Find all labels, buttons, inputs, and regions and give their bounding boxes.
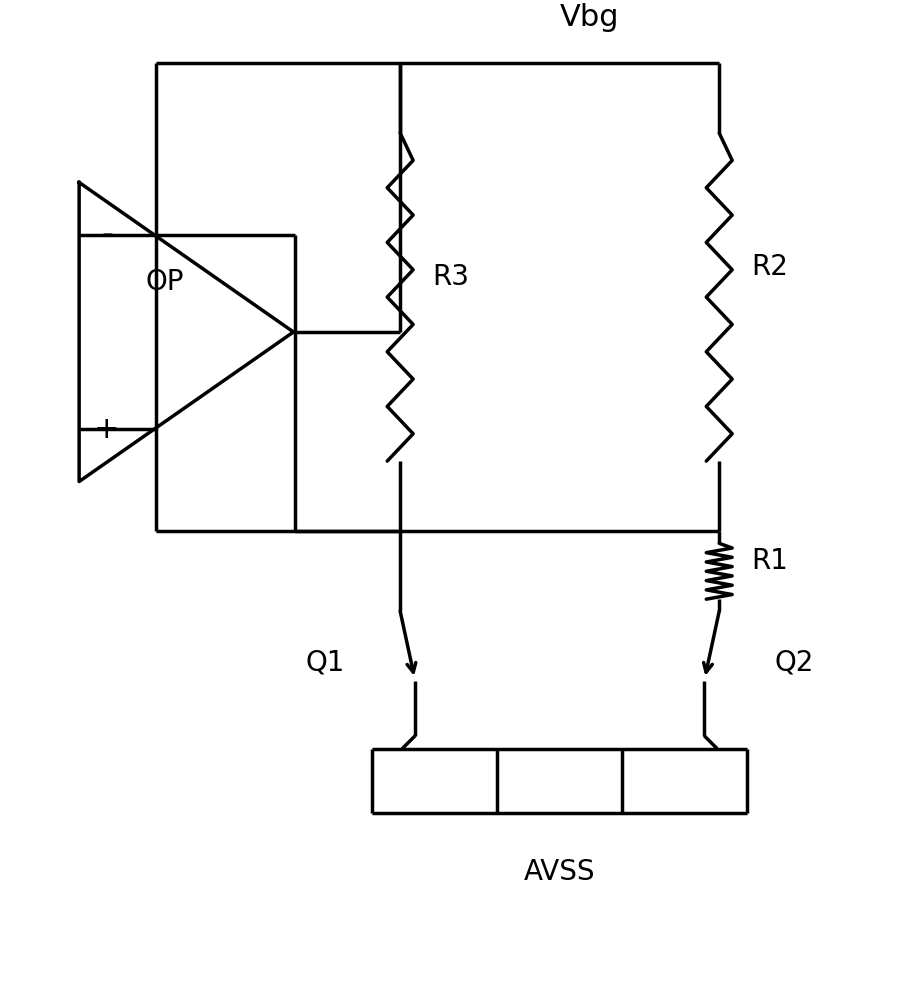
- Text: R3: R3: [432, 263, 469, 291]
- Text: Vbg: Vbg: [560, 3, 620, 32]
- Text: AVSS: AVSS: [524, 858, 596, 886]
- Text: -: -: [101, 218, 113, 251]
- Text: Q2: Q2: [774, 649, 813, 677]
- Text: R1: R1: [751, 547, 788, 575]
- Text: +: +: [95, 415, 120, 444]
- Text: R2: R2: [751, 253, 788, 281]
- Text: Q1: Q1: [306, 649, 345, 677]
- Text: OP: OP: [146, 268, 185, 296]
